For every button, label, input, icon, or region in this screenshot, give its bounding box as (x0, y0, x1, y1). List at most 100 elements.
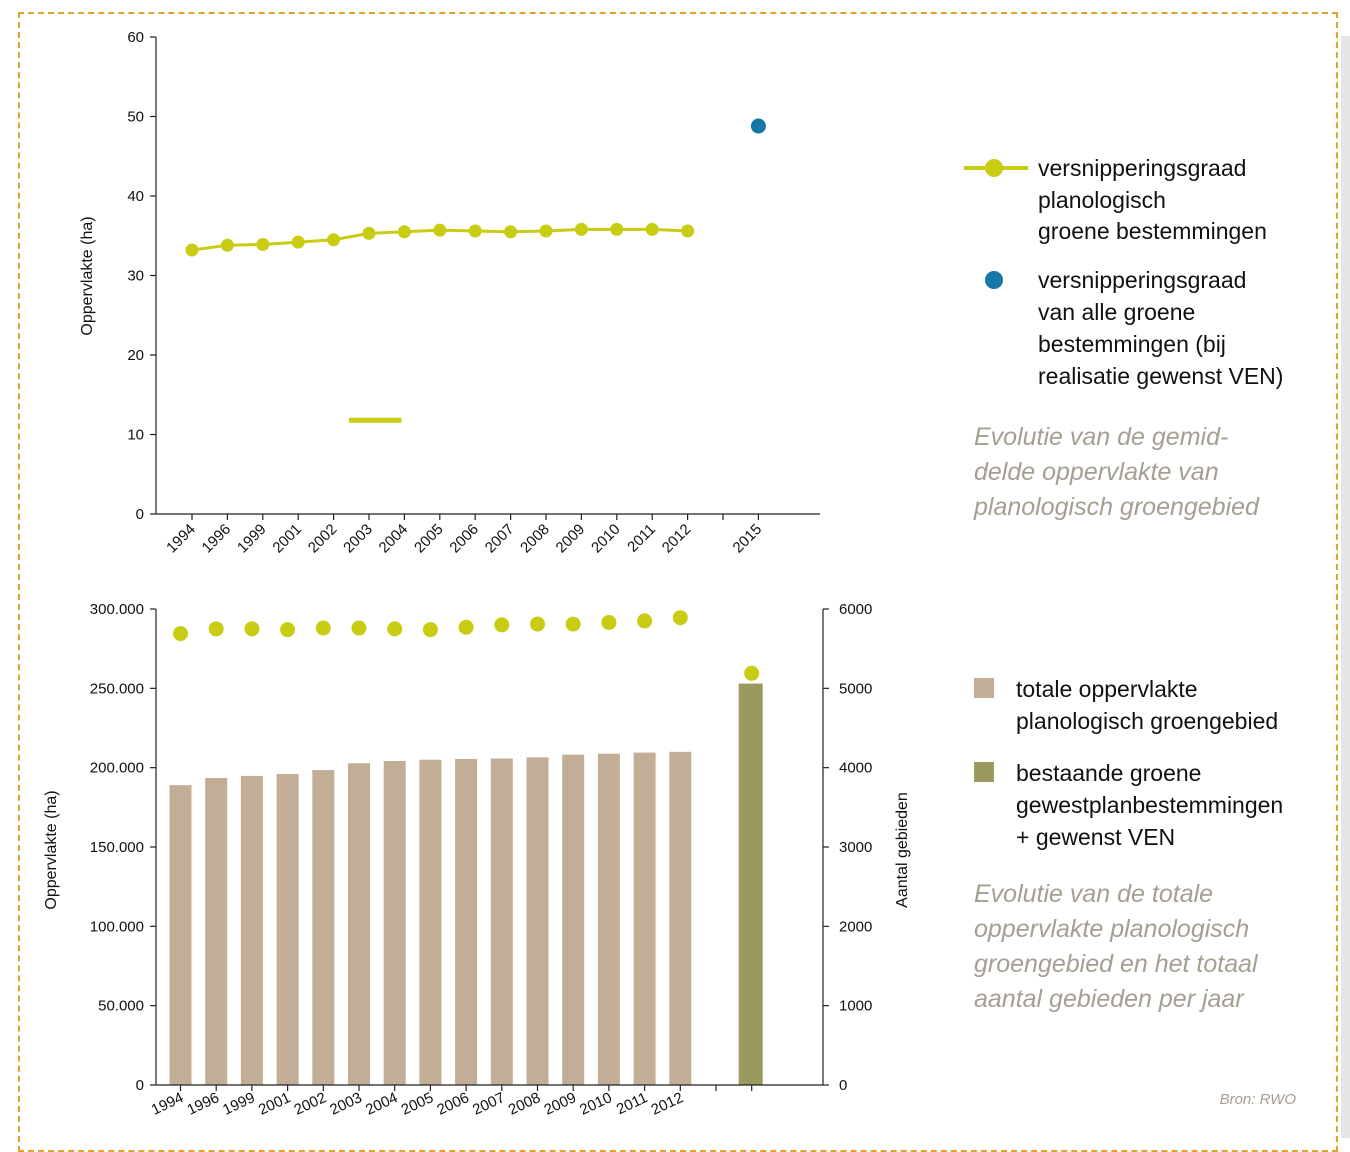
line-point (433, 223, 447, 237)
bottom-left-y-tick-label: 50.000 (98, 998, 144, 1015)
bottom-x-tick-label: 2004 (363, 1089, 400, 1119)
bottom-left-y-tick-label: 200.000 (90, 760, 144, 777)
bottom-caption-line-2: oppervlakte planologisch (974, 915, 1249, 943)
top-x-tick-label: 2008 (517, 521, 553, 557)
bottom-x-tick-label: 2012 (649, 1089, 686, 1119)
bottom-right-y-tick-label: 0 (839, 1077, 847, 1094)
bottom-left-y-tick-label: 300.000 (90, 601, 144, 618)
legend-dot-marker (985, 271, 1003, 289)
aantal-gebieden-point (351, 620, 367, 636)
legend-dot-label-2: van alle groene (1038, 299, 1195, 325)
aantal-gebieden-point (565, 616, 581, 632)
aantal-gebieden-point (601, 614, 617, 630)
bottom-x-tick-label: 2006 (434, 1089, 471, 1119)
legend-line-label-1: versnipperingsgraad (1038, 155, 1246, 181)
bottom-right-y-tick-label: 5000 (839, 680, 872, 697)
top-y-tick-label: 20 (127, 347, 144, 364)
bottom-caption-line-1: Evolutie van de totale (974, 880, 1213, 908)
bottom-caption-line-4: aantal gebieden per jaar (974, 985, 1245, 1013)
bar-totale-oppervlakte (205, 777, 228, 1085)
bottom-right-y-tick-label: 4000 (839, 760, 872, 777)
bar-gewenst-ven (738, 683, 763, 1085)
legend-olive-label-3: + gewenst VEN (1016, 824, 1175, 850)
legend-dot-label-4: realisatie gewenst VEN) (1038, 363, 1283, 389)
bottom-x-tick-label: 2001 (256, 1089, 293, 1119)
bottom-x-tick-label: 2008 (506, 1089, 543, 1119)
top-legend: versnipperingsgraad planologisch groene … (964, 155, 1283, 389)
bottom-x-tick-label: 1999 (220, 1089, 257, 1119)
aantal-gebieden-point (208, 621, 224, 637)
top-y-tick-label: 40 (127, 188, 144, 205)
line-point (256, 237, 270, 251)
bar-totale-oppervlakte (348, 763, 370, 1085)
line-point (610, 222, 624, 236)
top-x-tick-label: 2009 (553, 521, 589, 557)
top-caption-line-3: planologisch groengebied (973, 493, 1260, 521)
aantal-gebieden-point (744, 665, 760, 681)
bottom-caption: Evolutie van de totale oppervlakte plano… (974, 880, 1259, 1013)
line-point (539, 224, 553, 238)
line-point (574, 222, 588, 236)
aantal-gebieden-point (315, 620, 331, 636)
top-y-tick-label: 30 (127, 268, 144, 285)
bottom-x-tick-label: 2005 (399, 1089, 436, 1119)
aantal-gebieden-point (637, 613, 653, 629)
legend-olive-label-2: gewestplanbestemmingen (1016, 792, 1283, 818)
top-y-tick-label: 50 (127, 109, 144, 126)
top-y-tick-label: 10 (127, 427, 144, 444)
bottom-chart: 0 50.000 100.000 150.000 200.000 250.000 300.0… (43, 601, 911, 1119)
bottom-left-y-tick-label: 250.000 (90, 680, 144, 697)
bar-totale-oppervlakte (383, 761, 406, 1085)
bar-totale-oppervlakte (455, 758, 478, 1085)
aantal-gebieden-point (530, 616, 545, 632)
line-point (468, 224, 482, 238)
bar-totale-oppervlakte (169, 785, 192, 1085)
legend-dot-label-3: bestemmingen (bij (1038, 331, 1226, 357)
bottom-x-tick-label: 2010 (577, 1089, 614, 1119)
top-x-tick-label: 2011 (624, 521, 659, 556)
top-x-tick-label: 1996 (199, 521, 235, 557)
top-y-axis-label: Oppervlakte (ha) (79, 216, 96, 335)
top-caption: Evolutie van de gemid- delde oppervlakte… (973, 423, 1260, 521)
bottom-right-y-tick-label: 1000 (839, 998, 872, 1015)
aantal-gebieden-point (494, 617, 510, 633)
top-caption-line-2: delde oppervlakte van (974, 458, 1219, 486)
top-x-tick-label: 2005 (411, 521, 447, 557)
bar-totale-oppervlakte (490, 758, 513, 1085)
bottom-x-tick-label: 2007 (470, 1089, 507, 1119)
bottom-x-tick-label: 2002 (292, 1089, 329, 1119)
top-x-tick-label: 2003 (340, 521, 376, 557)
legend-line-marker (985, 159, 1003, 177)
bottom-x-tick-label: 2003 (327, 1089, 364, 1119)
top-y-tick-label: 60 (127, 29, 144, 46)
bar-totale-oppervlakte (240, 775, 263, 1085)
bottom-right-y-axis-label: Aantal gebieden (894, 792, 911, 908)
legend-line-label-3: groene bestemmingen (1038, 218, 1267, 244)
line-point (504, 225, 518, 239)
top-x-tick-label: 1994 (163, 521, 199, 557)
line-point (291, 235, 305, 249)
aantal-gebieden-point (244, 621, 260, 637)
legend-tan-label-2: planologisch groengebied (1016, 708, 1278, 734)
top-x-tick-label: 1999 (234, 521, 270, 557)
point-2015 (750, 118, 766, 134)
top-x-tick-label: 2010 (588, 521, 624, 557)
bottom-caption-line-3: groengebied en het totaal (974, 950, 1259, 978)
bottom-right-y-tick-label: 2000 (839, 918, 872, 935)
bar-totale-oppervlakte (597, 753, 620, 1085)
legend-tan-label-1: totale oppervlakte (1016, 676, 1198, 702)
line-point (645, 222, 659, 236)
aantal-gebieden-point (422, 622, 438, 638)
legend-line-label-2: planologisch (1038, 187, 1166, 213)
bottom-left-y-tick-label: 0 (136, 1077, 144, 1094)
legend-olive-label-1: bestaande groene (1016, 760, 1201, 786)
top-x-tick-label: 2007 (482, 521, 518, 557)
bar-totale-oppervlakte (419, 759, 442, 1085)
bottom-legend: totale oppervlakte planologisch groengeb… (974, 676, 1283, 850)
aantal-gebieden-point (173, 626, 188, 642)
bottom-x-tick-label: 2011 (614, 1089, 650, 1118)
bottom-left-y-axis-label: Oppervlakte (ha) (43, 790, 60, 909)
bar-totale-oppervlakte (669, 751, 692, 1085)
top-x-tick-label: 2006 (446, 521, 482, 557)
